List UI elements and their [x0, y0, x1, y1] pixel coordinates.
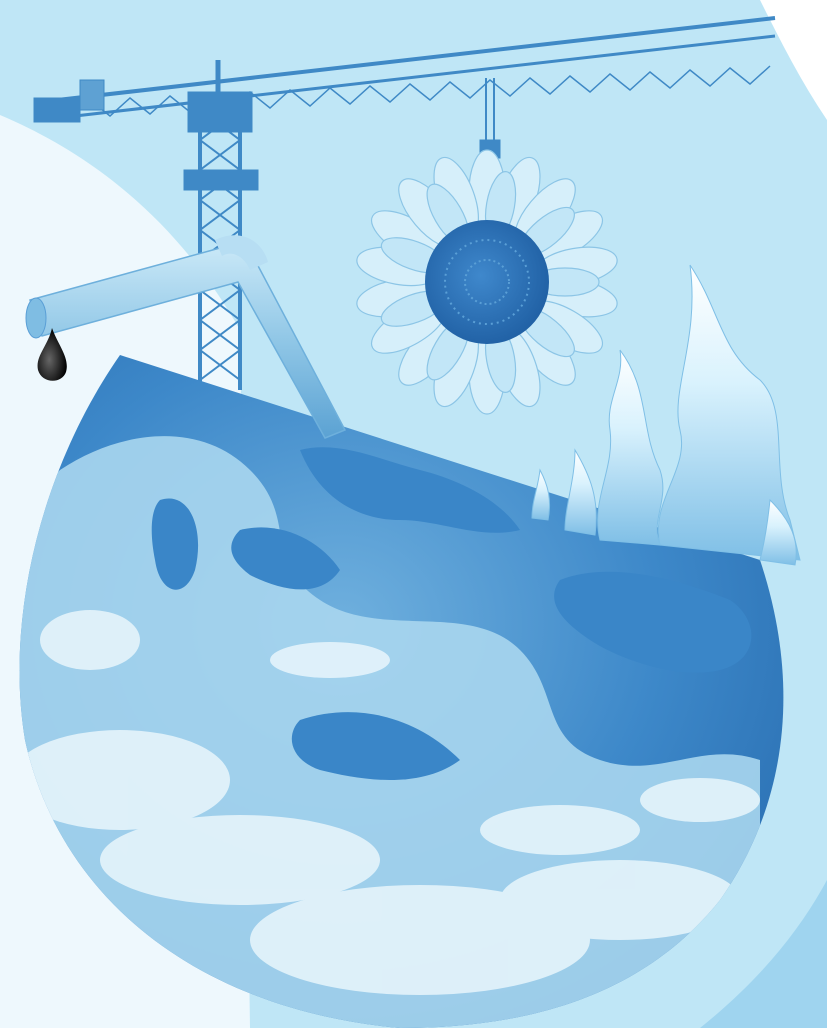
sunflower — [356, 149, 618, 415]
background-corner-white — [760, 0, 827, 120]
sunflower-petals — [356, 149, 618, 415]
sunflower-center — [425, 220, 549, 344]
crane-jib — [33, 16, 776, 123]
oil-drop — [37, 328, 67, 381]
flames — [531, 264, 801, 566]
pipe — [25, 235, 347, 439]
globe-clouds — [19, 610, 760, 995]
background-bottom-right — [700, 880, 827, 1028]
crane — [33, 16, 776, 390]
